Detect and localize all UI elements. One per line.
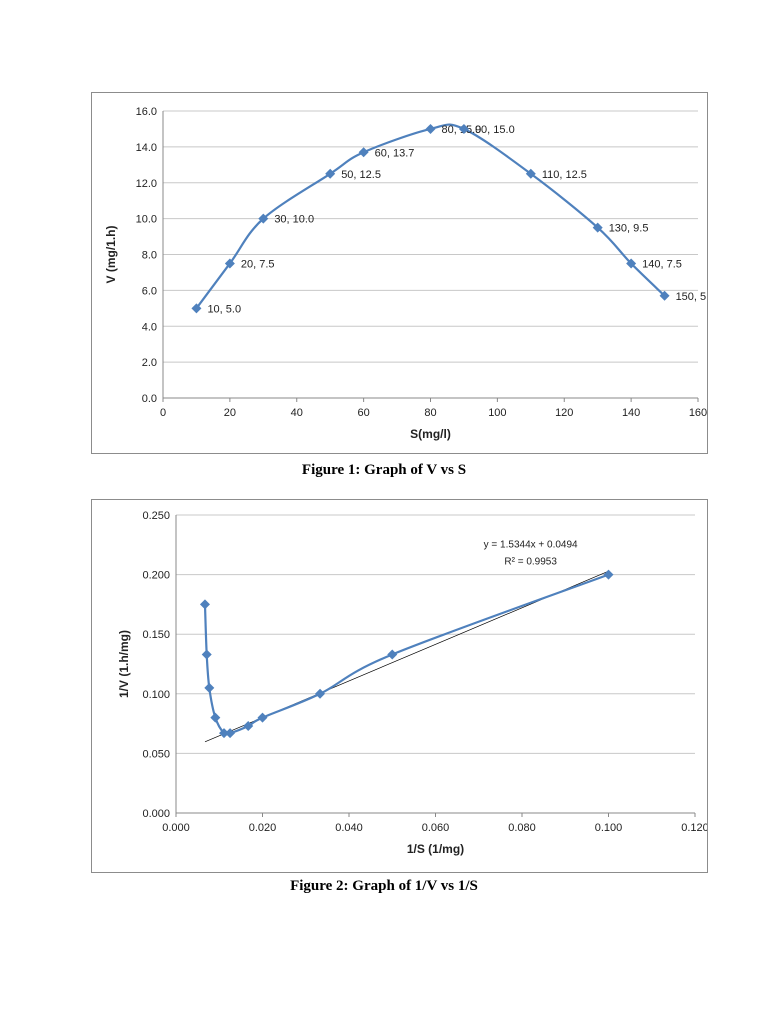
data-point-marker: [387, 649, 398, 660]
y-tick-label: 0.0: [142, 393, 157, 405]
y-tick-label: 2.0: [142, 357, 157, 369]
data-point-marker: [210, 712, 221, 723]
y-tick-label: 0.100: [142, 689, 170, 701]
data-point-marker: [201, 649, 212, 660]
x-tick-label: 160: [689, 407, 707, 419]
x-axis-label: S(mg/l): [410, 427, 451, 441]
data-point-marker: [204, 682, 215, 693]
x-tick-label: 0.100: [595, 822, 623, 834]
x-tick-label: 0: [160, 407, 166, 419]
data-label: 10, 5.0: [207, 303, 241, 315]
x-tick-label: 80: [424, 407, 436, 419]
x-tick-label: 40: [291, 407, 303, 419]
y-tick-label: 0.250: [142, 510, 170, 522]
x-tick-label: 0.040: [335, 822, 363, 834]
data-point-marker: [191, 303, 202, 314]
chart-1-svg: 0.0 2.0 4.0 6.0 8.0 10.0 12.0 14.0 16.0 0 20 40 60 80…: [104, 106, 707, 441]
figure-2-chart: 0.000 0.050 0.100 0.150 0.200 0.250 0.000 0.020…: [91, 499, 708, 873]
x-tick-label: 60: [358, 407, 370, 419]
data-point-marker: [358, 147, 369, 158]
data-point-marker: [325, 168, 336, 179]
data-point-marker: [243, 720, 254, 731]
y-axis-label: 1/V (1.h/mg): [117, 630, 131, 698]
trendline-equation: y = 1.5344x + 0.0494: [484, 540, 578, 551]
data-label: 50, 12.5: [341, 169, 381, 181]
trendline-r2: R² = 0.9953: [504, 556, 557, 567]
x-tick-label: 0.020: [249, 822, 277, 834]
y-tick-label: 0.000: [142, 808, 170, 820]
y-tick-label: 16.0: [136, 106, 157, 118]
data-point-marker: [603, 569, 614, 580]
data-label: 140, 7.5: [642, 258, 682, 270]
x-tick-label: 0.060: [422, 822, 450, 834]
data-point-marker: [525, 168, 536, 179]
data-point-marker: [224, 258, 235, 269]
y-tick-label: 8.0: [142, 250, 157, 262]
data-point-marker: [315, 688, 326, 699]
figure-1-caption: Figure 1: Graph of V vs S: [301, 462, 467, 478]
x-tick-label: 0.080: [508, 822, 536, 834]
figure-1-chart: 0.0 2.0 4.0 6.0 8.0 10.0 12.0 14.0 16.0 0 20 40 60 80…: [91, 92, 708, 454]
data-label: 60, 13.7: [375, 147, 415, 159]
data-label: 130, 9.5: [609, 223, 649, 235]
data-series-line: [203, 573, 609, 736]
data-point-marker: [258, 213, 269, 224]
data-point-marker: [199, 599, 210, 610]
y-tick-label: 0.050: [142, 748, 170, 760]
y-tick-label: 0.200: [142, 570, 170, 582]
y-tick-label: 6.0: [142, 285, 157, 297]
data-label: 30, 10.0: [274, 214, 314, 226]
data-point-marker: [458, 123, 469, 134]
y-tick-label: 10.0: [136, 214, 157, 226]
x-tick-label: 0.000: [162, 822, 190, 834]
data-label: 90, 15.0: [475, 124, 515, 136]
y-axis-label: V (mg/1.h): [104, 225, 118, 283]
y-tick-label: 12.0: [136, 178, 157, 190]
x-axis-label: 1/S (1/mg): [407, 842, 464, 856]
x-tick-label: 0.120: [681, 822, 707, 834]
x-tick-label: 140: [622, 407, 640, 419]
y-tick-label: 4.0: [142, 321, 157, 333]
data-point-marker: [219, 728, 230, 739]
data-point-marker: [257, 712, 268, 723]
data-point-marker: [592, 222, 603, 233]
figure-2-caption: Figure 2: Graph of 1/V vs 1/S: [290, 878, 478, 894]
data-point-marker: [659, 290, 670, 301]
x-tick-label: 120: [555, 407, 573, 419]
data-point-marker: [425, 123, 436, 134]
data-point-marker: [626, 258, 637, 269]
chart-2-svg: 0.000 0.050 0.100 0.150 0.200 0.250 0.000 0.020…: [117, 510, 707, 856]
x-tick-label: 100: [488, 407, 506, 419]
data-point-marker: [225, 728, 236, 739]
data-label: 20, 7.5: [241, 258, 275, 270]
data-label: 110, 12.5: [542, 169, 587, 181]
y-tick-label: 0.150: [142, 629, 170, 641]
y-tick-label: 14.0: [136, 142, 157, 154]
data-label: 150, 5.7: [676, 291, 707, 303]
x-tick-label: 20: [224, 407, 236, 419]
data-series-line: [195, 123, 666, 309]
